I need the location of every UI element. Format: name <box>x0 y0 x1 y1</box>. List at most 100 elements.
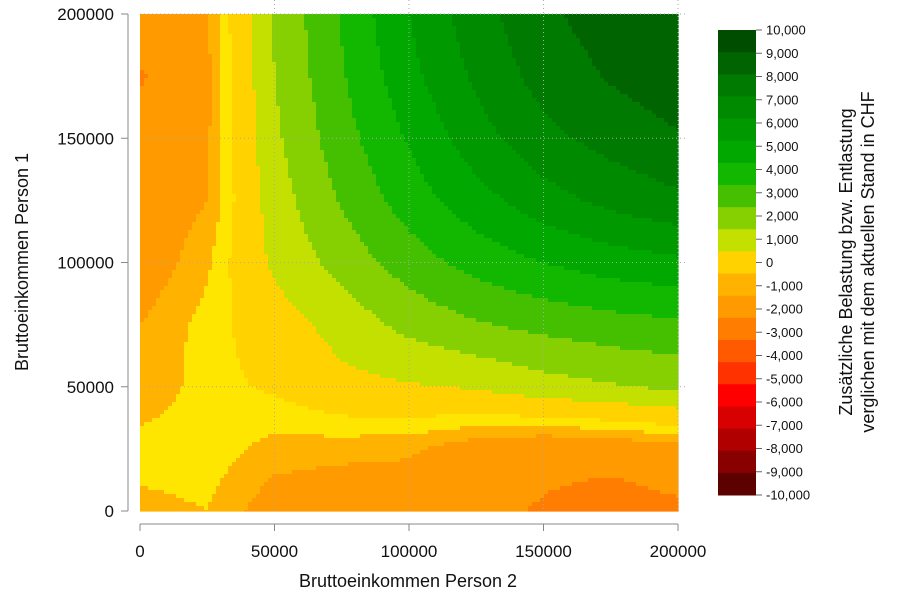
contour-cell <box>288 50 293 55</box>
contour-cell <box>324 110 329 115</box>
contour-cell <box>340 138 345 143</box>
contour-cell <box>640 66 645 71</box>
contour-cell <box>252 26 257 31</box>
contour-cell <box>328 158 333 163</box>
contour-cell <box>668 30 673 35</box>
contour-cell <box>552 102 557 107</box>
contour-cell <box>492 142 497 147</box>
contour-cell <box>608 74 613 79</box>
contour-cell <box>628 142 633 147</box>
contour-cell <box>552 118 557 123</box>
contour-cell <box>408 18 413 23</box>
contour-cell <box>252 146 257 151</box>
contour-cell <box>184 134 189 139</box>
contour-cell <box>268 126 273 131</box>
contour-cell <box>556 42 561 47</box>
contour-cell <box>528 122 533 127</box>
contour-cell <box>540 62 545 67</box>
contour-cell <box>144 18 149 23</box>
contour-cell <box>564 138 569 143</box>
contour-cell <box>356 134 361 139</box>
contour-cell <box>468 158 473 163</box>
contour-cell <box>188 126 193 131</box>
contour-cell <box>412 30 417 35</box>
contour-cell <box>364 90 369 95</box>
contour-cell <box>212 158 217 163</box>
contour-cell <box>384 70 389 75</box>
contour-cell <box>620 38 625 43</box>
contour-cell <box>140 146 145 151</box>
contour-cell <box>624 58 629 63</box>
contour-cell <box>372 54 377 59</box>
contour-cell <box>552 18 557 23</box>
contour-cell <box>540 102 545 107</box>
contour-cell <box>600 106 605 111</box>
contour-cell <box>256 90 261 95</box>
contour-cell <box>236 102 241 107</box>
contour-cell <box>636 134 641 139</box>
contour-cell <box>296 146 301 151</box>
contour-cell <box>520 90 525 95</box>
contour-cell <box>348 38 353 43</box>
contour-cell <box>220 14 225 19</box>
contour-cell <box>292 122 297 127</box>
contour-cell <box>556 150 561 155</box>
contour-cell <box>460 94 465 99</box>
contour-cell <box>220 30 225 35</box>
contour-cell <box>236 34 241 39</box>
contour-cell <box>508 46 513 51</box>
contour-cell <box>616 118 621 123</box>
contour-cell <box>600 62 605 67</box>
contour-cell <box>300 54 305 59</box>
contour-cell <box>644 70 649 75</box>
contour-cell <box>292 86 297 91</box>
contour-cell <box>276 82 281 87</box>
contour-cell <box>400 130 405 135</box>
contour-cell <box>236 26 241 31</box>
contour-cell <box>148 54 153 59</box>
contour-cell <box>172 94 177 99</box>
contour-cell <box>492 50 497 55</box>
contour-cell <box>376 118 381 123</box>
contour-cell <box>192 94 197 99</box>
contour-cell <box>160 90 165 95</box>
contour-cell <box>296 154 301 159</box>
contour-cell <box>264 146 269 151</box>
contour-cell <box>640 38 645 43</box>
contour-cell <box>480 34 485 39</box>
contour-cell <box>348 30 353 35</box>
contour-cell <box>592 130 597 135</box>
contour-cell <box>156 26 161 31</box>
contour-cell <box>512 102 517 107</box>
contour-cell <box>532 30 537 35</box>
contour-cell <box>576 62 581 67</box>
contour-cell <box>664 94 669 99</box>
contour-cell <box>420 22 425 27</box>
contour-cell <box>148 74 153 79</box>
contour-cell <box>304 30 309 35</box>
contour-cell <box>324 86 329 91</box>
contour-cell <box>588 138 593 143</box>
contour-cell <box>244 14 249 19</box>
contour-cell <box>316 146 321 151</box>
contour-cell <box>268 22 273 27</box>
contour-cell <box>588 70 593 75</box>
contour-cell <box>192 102 197 107</box>
contour-cell <box>568 118 573 123</box>
contour-cell <box>224 106 229 111</box>
contour-cell <box>580 106 585 111</box>
contour-cell <box>628 130 633 135</box>
contour-cell <box>392 54 397 59</box>
contour-cell <box>584 26 589 31</box>
contour-cell <box>412 126 417 131</box>
contour-cell <box>168 94 173 99</box>
contour-cell <box>628 114 633 119</box>
contour-cell <box>588 142 593 147</box>
contour-cell <box>148 154 153 159</box>
contour-cell <box>560 54 565 59</box>
contour-cell <box>452 30 457 35</box>
contour-cell <box>396 86 401 91</box>
contour-cell <box>192 30 197 35</box>
contour-cell <box>268 158 273 163</box>
contour-cell <box>188 18 193 23</box>
